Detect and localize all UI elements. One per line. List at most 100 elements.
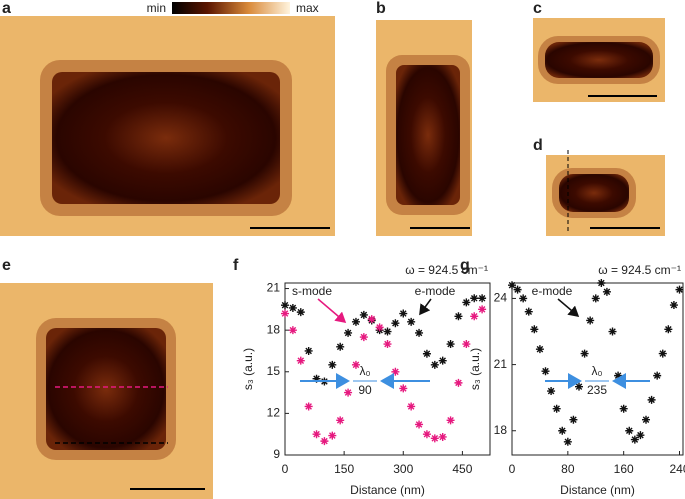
y-tick-label: 12	[267, 406, 281, 420]
data-point	[664, 325, 673, 334]
y-tick-label: 9	[273, 447, 280, 461]
data-point	[359, 310, 368, 319]
data-point	[619, 404, 628, 413]
data-point	[415, 328, 424, 337]
data-point	[591, 294, 600, 303]
annotation-denominator: 235	[587, 383, 607, 397]
data-point	[636, 431, 645, 440]
data-point	[608, 327, 617, 336]
x-tick-label: 450	[452, 462, 472, 476]
x-tick-label: 0	[509, 462, 516, 476]
data-point	[344, 328, 353, 337]
annotation-arrow	[317, 298, 347, 323]
data-point	[312, 374, 321, 383]
data-point	[653, 371, 662, 380]
annotation-denominator: 90	[358, 383, 372, 397]
data-point	[462, 298, 471, 307]
data-point	[438, 356, 447, 365]
data-point	[422, 430, 431, 439]
data-point	[351, 317, 360, 326]
x-axis-label: Distance (nm)	[560, 483, 635, 497]
data-point	[312, 430, 321, 439]
y-axis-label: s₃ (a.u.)	[241, 348, 255, 390]
data-point	[547, 387, 556, 396]
x-tick-label: 300	[393, 462, 413, 476]
annotation-arrow	[419, 298, 432, 316]
data-point	[288, 326, 297, 335]
series-label: e-mode	[532, 284, 573, 298]
series-label: e-mode	[415, 284, 456, 298]
data-point	[563, 437, 572, 446]
panel-label: c	[533, 0, 542, 17]
data-point	[288, 303, 297, 312]
annotation-numerator: λ₀	[592, 364, 603, 378]
data-point	[407, 317, 416, 326]
data-point	[597, 279, 606, 287]
series-label: s-mode	[292, 284, 332, 298]
data-point	[328, 431, 337, 440]
y-tick-label: 15	[267, 364, 281, 378]
data-point	[569, 415, 578, 424]
data-point	[296, 308, 305, 317]
data-point	[296, 356, 305, 365]
panel-label: a	[2, 0, 11, 17]
data-point	[391, 319, 400, 328]
data-point	[328, 360, 337, 369]
data-point	[642, 415, 651, 424]
data-point	[478, 305, 487, 314]
y-tick-label: 18	[267, 322, 281, 336]
data-point	[535, 345, 544, 354]
data-point	[541, 367, 550, 376]
data-point	[446, 340, 455, 349]
y-tick-label: 18	[494, 423, 508, 437]
data-point	[351, 360, 360, 369]
data-point	[602, 287, 611, 296]
data-point	[415, 420, 424, 429]
data-point	[519, 294, 528, 303]
data-point	[304, 402, 313, 411]
data-point	[281, 309, 289, 318]
x-tick-label: 80	[561, 462, 575, 476]
x-tick-label: 160	[614, 462, 634, 476]
device	[52, 72, 280, 204]
data-point	[336, 342, 345, 351]
data-point	[558, 426, 567, 435]
data-point	[399, 384, 408, 393]
data-point	[446, 416, 455, 425]
data-point	[336, 416, 345, 425]
x-axis-label: Distance (nm)	[350, 483, 425, 497]
x-tick-label: 150	[334, 462, 354, 476]
device	[46, 328, 166, 450]
y-tick-label: 21	[267, 281, 281, 295]
data-point	[304, 346, 313, 355]
data-point	[530, 325, 539, 334]
data-point	[470, 294, 479, 303]
data-point	[669, 301, 678, 310]
colorbar	[172, 2, 290, 14]
data-point	[647, 395, 656, 404]
data-point	[586, 316, 595, 325]
data-point	[430, 360, 439, 369]
data-point	[375, 323, 384, 332]
data-point	[367, 315, 376, 324]
x-tick-label: 0	[282, 462, 289, 476]
data-point	[422, 349, 431, 358]
y-tick-label: 21	[494, 357, 508, 371]
data-point	[675, 285, 684, 294]
data-point	[399, 309, 408, 318]
data-point	[454, 312, 463, 321]
data-point	[430, 434, 439, 443]
data-point	[470, 312, 479, 321]
device	[545, 42, 653, 78]
data-point	[625, 426, 634, 435]
colorbar-max: max	[296, 1, 319, 15]
data-point	[407, 402, 416, 411]
data-point	[508, 281, 516, 290]
chart-title: ω = 924.5 cm⁻¹	[405, 263, 488, 277]
data-point	[630, 435, 639, 444]
data-point	[552, 404, 561, 413]
panel-label: f	[233, 257, 239, 274]
data-point	[524, 307, 533, 316]
